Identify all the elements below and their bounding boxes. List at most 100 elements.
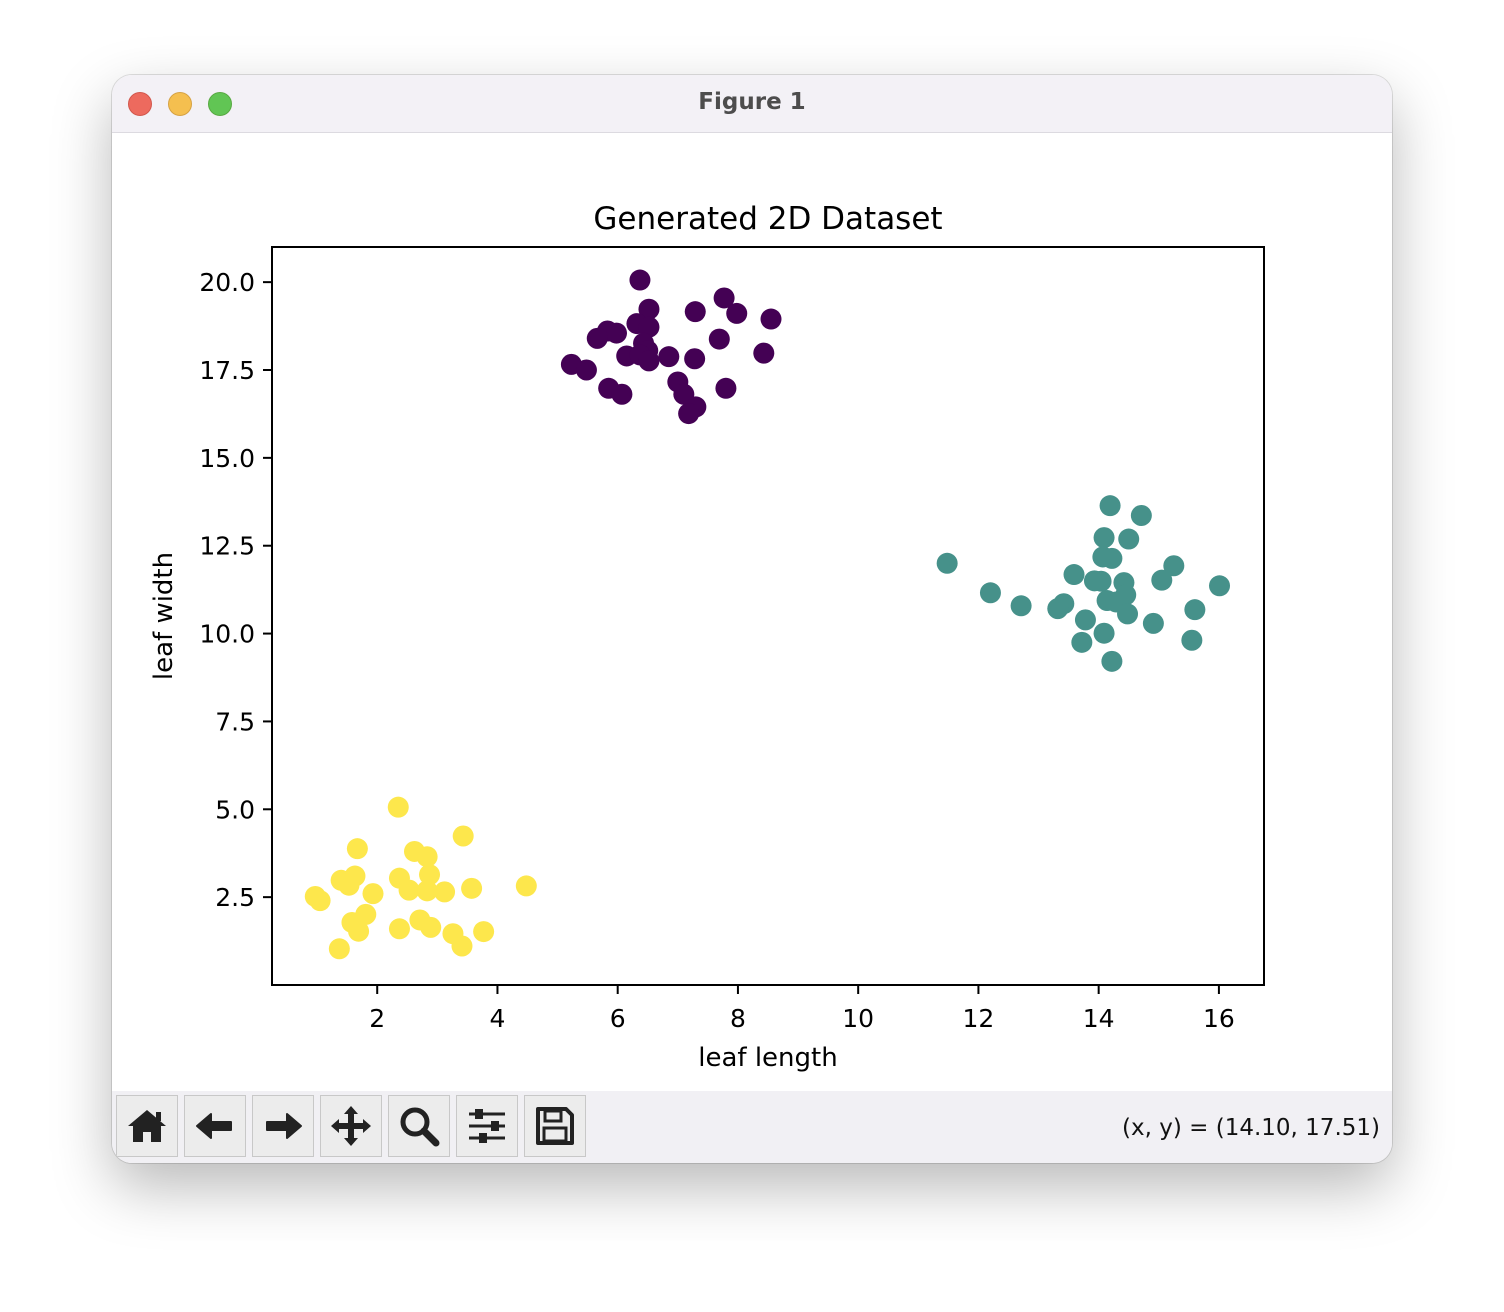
scatter-point	[328, 938, 350, 960]
scatter-point	[1163, 555, 1185, 577]
scatter-point	[338, 874, 360, 896]
scatter-point	[611, 383, 633, 405]
scatter-point	[605, 322, 627, 344]
scatter-point	[1151, 569, 1173, 591]
scatter-point	[1184, 599, 1206, 621]
minimize-window-button[interactable]	[168, 92, 192, 116]
x-tick-label: 2	[369, 1004, 385, 1033]
y-tick-label: 5.0	[215, 795, 255, 824]
scatter-point	[715, 377, 737, 399]
scatter-point	[473, 921, 495, 943]
save-button[interactable]	[524, 1095, 586, 1157]
move-icon	[331, 1106, 371, 1146]
scatter-point	[1117, 603, 1139, 625]
scatter-point	[1209, 575, 1231, 597]
scatter-point	[419, 864, 441, 886]
scatter-point	[638, 316, 660, 338]
scatter-point	[1142, 612, 1164, 634]
y-axis-ticks: 2.5 5.0 7.5 10.0 12.5 15.0 17.5 20.0	[199, 268, 272, 912]
scatter-point	[451, 935, 473, 957]
scatter-point	[684, 301, 706, 323]
scatter-point	[753, 342, 775, 364]
scatter-point	[1099, 495, 1121, 517]
scatter-point	[638, 298, 660, 320]
scatter-point	[1118, 528, 1140, 550]
scatter-point	[309, 890, 331, 912]
x-tick-label: 6	[610, 1004, 626, 1033]
scatter-point	[434, 881, 456, 903]
scatter-point	[387, 796, 409, 818]
scatter-point	[979, 582, 1001, 604]
scatter-point	[713, 287, 735, 309]
arrow-left-icon	[196, 1113, 232, 1139]
scatter-point	[452, 825, 474, 847]
x-tick-label: 4	[490, 1004, 506, 1033]
sliders-icon	[469, 1109, 505, 1143]
y-tick-label: 2.5	[215, 883, 255, 912]
x-axis-label: leaf length	[698, 1043, 837, 1073]
scatter-point	[638, 350, 660, 372]
y-tick-label: 7.5	[215, 707, 255, 736]
axes-frame	[271, 246, 1265, 986]
x-tick-label: 10	[842, 1004, 874, 1033]
scatter-point	[1090, 570, 1112, 592]
x-tick-label: 14	[1083, 1004, 1115, 1033]
scatter-point	[629, 269, 651, 291]
title-bar: Figure 1	[112, 75, 1392, 133]
scatter-point	[398, 879, 420, 901]
scatter-chart[interactable]: 2 4 6 8 10 12 14 16 2.5 5.0 7.5 10.0 12.5 15.0 17.5 20…	[112, 133, 1392, 1091]
home-icon	[128, 1110, 166, 1142]
navigation-toolbar: (x, y) = (14.10, 17.51)	[112, 1091, 1392, 1163]
scatter-point	[1101, 650, 1123, 672]
y-tick-label: 12.5	[199, 532, 255, 561]
scatter-point	[760, 308, 782, 330]
scatter-point	[1063, 564, 1085, 586]
scatter-point	[708, 328, 730, 350]
zoom-window-button[interactable]	[208, 92, 232, 116]
scatter-point	[388, 918, 410, 940]
x-tick-label: 12	[963, 1004, 995, 1033]
scatter-point	[1047, 598, 1069, 620]
chart-title: Generated 2D Dataset	[593, 201, 942, 237]
scatter-point	[1093, 622, 1115, 644]
chart-marks	[304, 269, 1231, 960]
scatter-point	[515, 875, 537, 897]
pan-button[interactable]	[320, 1095, 382, 1157]
floppy-disk-icon	[536, 1107, 574, 1145]
scatter-point	[726, 302, 748, 324]
figure-window: Figure 1 2 4 6 8 10 12 14 16 2.5 5.0 7.5 10.0 12.5 1…	[112, 75, 1392, 1163]
scatter-point	[362, 883, 384, 905]
window-title: Figure 1	[698, 89, 806, 115]
home-button[interactable]	[116, 1095, 178, 1157]
scatter-point	[1130, 504, 1152, 526]
y-axis-label: leaf width	[149, 552, 179, 680]
close-window-button[interactable]	[128, 92, 152, 116]
scatter-point	[1071, 631, 1093, 653]
x-axis-ticks: 2 4 6 8 10 12 14 16	[369, 985, 1235, 1033]
zoom-button[interactable]	[388, 1095, 450, 1157]
scatter-point	[348, 920, 370, 942]
figure-canvas[interactable]: 2 4 6 8 10 12 14 16 2.5 5.0 7.5 10.0 12.5 15.0 17.5 20…	[112, 133, 1392, 1091]
scatter-point	[575, 359, 597, 381]
y-tick-label: 17.5	[199, 356, 255, 385]
scatter-point	[1181, 629, 1203, 651]
scatter-point	[461, 877, 483, 899]
y-tick-label: 10.0	[199, 620, 255, 649]
scatter-point	[346, 838, 368, 860]
scatter-point	[684, 348, 706, 370]
scatter-point	[416, 846, 438, 868]
arrow-right-icon	[266, 1113, 302, 1139]
cursor-coordinates: (x, y) = (14.10, 17.51)	[1122, 1115, 1380, 1141]
back-button[interactable]	[184, 1095, 246, 1157]
scatter-point	[1010, 595, 1032, 617]
scatter-point	[1101, 547, 1123, 569]
scatter-point	[586, 327, 608, 349]
scatter-point	[416, 880, 438, 902]
x-tick-label: 16	[1203, 1004, 1235, 1033]
configure-subplots-button[interactable]	[456, 1095, 518, 1157]
magnifier-icon	[400, 1107, 440, 1147]
forward-button[interactable]	[252, 1095, 314, 1157]
scatter-point	[420, 916, 442, 938]
y-tick-label: 20.0	[199, 268, 255, 297]
scatter-point	[678, 403, 700, 425]
